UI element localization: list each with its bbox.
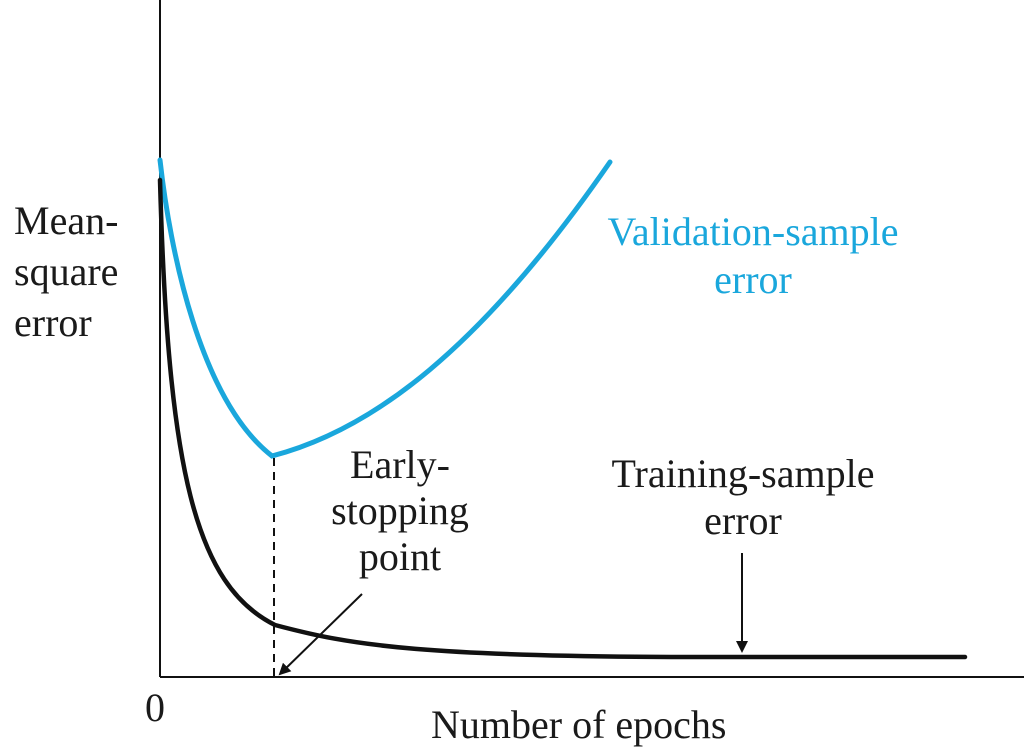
validation-series-label: Validation-sample error <box>583 208 923 304</box>
x-tick-label-0: 0 <box>145 685 165 730</box>
early-stopping-label-line-2: stopping <box>331 488 469 533</box>
y-axis-label: Mean- square error <box>14 195 118 348</box>
y-axis-label-line-2: square <box>14 249 119 294</box>
training-series-label: Training-sample error <box>593 450 893 544</box>
training-series-label-line-2: error <box>704 498 782 543</box>
early-stopping-label: Early- stopping point <box>315 442 485 580</box>
y-axis-label-line-1: Mean- <box>14 198 119 243</box>
early-stopping-label-line-3: point <box>358 534 442 579</box>
y-axis-label-line-3: error <box>14 300 92 345</box>
validation-series-label-line-2: error <box>714 257 792 302</box>
training-sample-error-curve <box>157 177 968 660</box>
validation-sample-error-curve <box>157 157 613 459</box>
early-stopping-label-line-1: Early- <box>350 442 450 487</box>
early-stopping-arrow <box>278 593 363 676</box>
x-axis-label: Number of epochs <box>431 702 727 747</box>
training-series-label-line-1: Training-sample <box>611 451 875 496</box>
validation-series-label-line-1: Validation-sample <box>607 209 899 254</box>
